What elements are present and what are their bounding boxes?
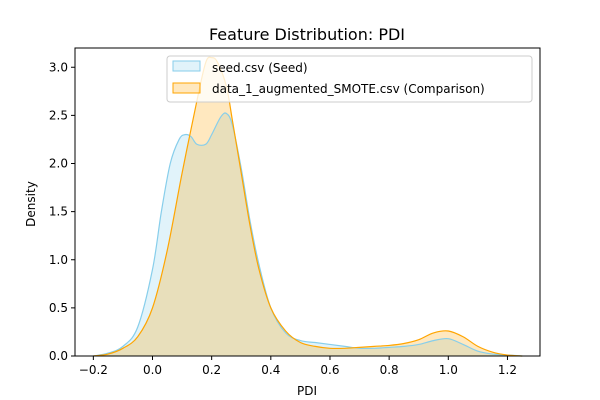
y-tick-label: 0.5 xyxy=(49,301,68,315)
x-tick-label: 1.0 xyxy=(439,363,458,377)
series-fills xyxy=(93,57,523,356)
y-tick-label: 3.0 xyxy=(49,60,68,74)
x-tick-label: 0.6 xyxy=(320,363,339,377)
y-tick-label: 2.0 xyxy=(49,157,68,171)
y-tick-label: 1.0 xyxy=(49,253,68,267)
x-axis-label: PDI xyxy=(297,384,317,398)
x-tick-label: 0.4 xyxy=(261,363,280,377)
series-area-seed xyxy=(93,113,523,356)
series-area-comparison xyxy=(93,57,523,356)
x-axis: −0.2 0.0 0.2 0.4 0.6 0.8 1.0 1.2 xyxy=(79,356,517,377)
x-tick-label: 1.2 xyxy=(498,363,517,377)
y-axis: 0.0 0.5 1.0 1.5 2.0 2.5 3.0 xyxy=(49,60,75,363)
legend-swatch-comparison xyxy=(172,82,201,94)
legend-label-comparison: data_1_augmented_SMOTE.csv (Comparison) xyxy=(212,82,485,96)
series-line-seed xyxy=(93,112,523,357)
x-tick-label: 0.2 xyxy=(202,363,221,377)
x-tick-label: 0.0 xyxy=(143,363,162,377)
chart-title: Feature Distribution: PDI xyxy=(209,25,405,44)
legend-swatch-seed xyxy=(172,60,201,72)
series-line-comparison xyxy=(93,56,523,357)
y-axis-label: Density xyxy=(24,181,38,227)
y-tick-label: 1.5 xyxy=(49,205,68,219)
legend: seed.csv (Seed) data_1_augmented_SMOTE.c… xyxy=(166,55,533,103)
y-tick-label: 0.0 xyxy=(49,349,68,363)
legend-label-seed: seed.csv (Seed) xyxy=(212,61,308,75)
y-tick-label: 2.5 xyxy=(49,108,68,122)
legend-frame xyxy=(166,55,533,103)
x-tick-label: 0.8 xyxy=(380,363,399,377)
plot-frame xyxy=(74,47,541,357)
series-lines xyxy=(93,56,523,357)
x-tick-label: −0.2 xyxy=(79,363,108,377)
